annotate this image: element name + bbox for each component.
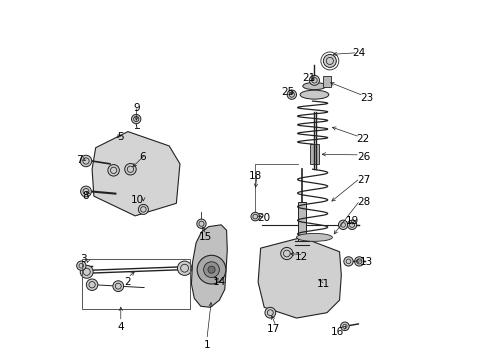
Bar bbox=[323, 76, 330, 87]
Circle shape bbox=[250, 212, 259, 221]
Polygon shape bbox=[92, 132, 180, 216]
Circle shape bbox=[338, 220, 347, 229]
Circle shape bbox=[203, 262, 219, 278]
Text: 16: 16 bbox=[330, 327, 344, 337]
Circle shape bbox=[286, 90, 296, 99]
Text: 9: 9 bbox=[133, 103, 140, 113]
Circle shape bbox=[124, 163, 136, 175]
Circle shape bbox=[346, 220, 356, 229]
Ellipse shape bbox=[302, 82, 325, 90]
Text: 4: 4 bbox=[117, 322, 124, 332]
Circle shape bbox=[138, 204, 148, 215]
Circle shape bbox=[343, 257, 352, 266]
Text: 13: 13 bbox=[359, 257, 372, 267]
Text: 25: 25 bbox=[280, 87, 294, 97]
Text: 27: 27 bbox=[356, 175, 369, 185]
Text: 2: 2 bbox=[124, 277, 131, 287]
Text: 15: 15 bbox=[198, 232, 211, 242]
Text: 28: 28 bbox=[356, 197, 369, 207]
Text: 1: 1 bbox=[203, 340, 210, 350]
Ellipse shape bbox=[300, 90, 328, 99]
Circle shape bbox=[80, 155, 92, 167]
Circle shape bbox=[81, 186, 91, 197]
Circle shape bbox=[113, 281, 123, 292]
Text: 7: 7 bbox=[76, 155, 82, 165]
Text: 26: 26 bbox=[356, 152, 369, 162]
Circle shape bbox=[323, 54, 336, 67]
Circle shape bbox=[280, 247, 292, 260]
Text: 8: 8 bbox=[82, 191, 89, 201]
Text: 19: 19 bbox=[345, 216, 358, 226]
Circle shape bbox=[177, 261, 191, 275]
Circle shape bbox=[264, 307, 275, 318]
Polygon shape bbox=[191, 225, 227, 307]
Polygon shape bbox=[258, 237, 341, 318]
Bar bbox=[298, 202, 305, 241]
Ellipse shape bbox=[296, 233, 332, 241]
Text: 20: 20 bbox=[257, 213, 270, 222]
Circle shape bbox=[207, 266, 215, 273]
Circle shape bbox=[340, 322, 348, 330]
Circle shape bbox=[196, 219, 206, 228]
Text: 14: 14 bbox=[212, 277, 225, 287]
Bar bbox=[309, 144, 318, 164]
Text: 11: 11 bbox=[316, 279, 329, 289]
Circle shape bbox=[77, 261, 86, 270]
Circle shape bbox=[197, 255, 225, 284]
Bar bbox=[82, 259, 190, 309]
Text: 21: 21 bbox=[302, 73, 315, 83]
Circle shape bbox=[80, 265, 93, 278]
Circle shape bbox=[131, 114, 141, 124]
Circle shape bbox=[86, 279, 98, 291]
Text: 22: 22 bbox=[355, 134, 369, 144]
Circle shape bbox=[354, 257, 363, 266]
Text: 5: 5 bbox=[117, 132, 124, 142]
Text: 18: 18 bbox=[248, 171, 262, 181]
Text: 12: 12 bbox=[295, 252, 308, 262]
Text: 3: 3 bbox=[81, 254, 87, 264]
Circle shape bbox=[309, 75, 319, 85]
Text: 10: 10 bbox=[130, 195, 143, 205]
Text: 6: 6 bbox=[139, 152, 145, 162]
Text: 17: 17 bbox=[266, 324, 279, 334]
Text: 24: 24 bbox=[352, 48, 365, 58]
Text: 23: 23 bbox=[359, 93, 372, 103]
Circle shape bbox=[108, 165, 119, 176]
